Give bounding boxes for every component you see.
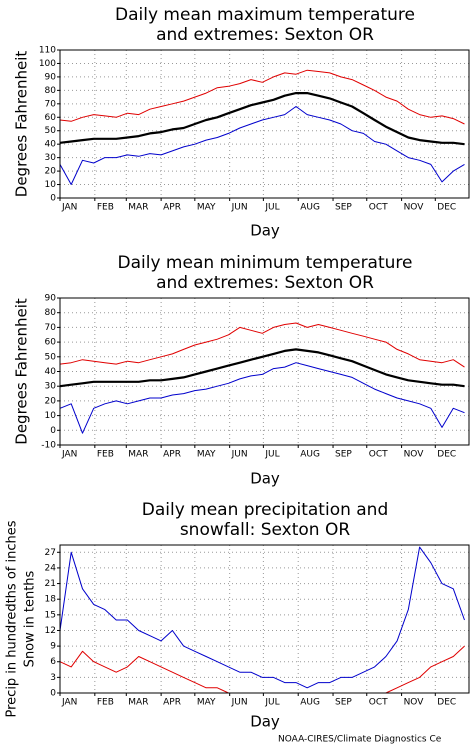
y-tick-label: 0 <box>50 426 56 436</box>
y-tick-label: 30 <box>45 382 57 392</box>
x-tick-label: MAY <box>197 203 216 213</box>
x-tick-label: JUN <box>231 203 248 213</box>
y-tick-label: 18 <box>45 595 57 605</box>
chart-title: and extremes: Sexton OR <box>156 273 374 293</box>
x-tick-label: SEP <box>335 450 352 460</box>
chart-title: and extremes: Sexton OR <box>156 25 374 45</box>
x-tick-label: MAY <box>197 450 216 460</box>
data-line <box>59 546 465 689</box>
y-tick-label: 3 <box>50 673 56 683</box>
x-tick-label: APR <box>163 450 181 460</box>
x-tick-label: NOV <box>404 450 425 460</box>
y-tick-label: 10 <box>45 411 57 421</box>
y-tick-label: 80 <box>45 86 57 96</box>
x-tick-label: MAR <box>128 450 148 460</box>
x-tick-label: MAR <box>128 203 148 213</box>
x-tick-label: MAY <box>197 698 216 708</box>
x-axis-label: Day <box>250 713 280 731</box>
chart-title: Daily mean minimum temperature <box>118 253 413 273</box>
y-tick-label: -10 <box>41 441 56 451</box>
x-tick-label: JAN <box>61 698 77 708</box>
x-tick-label: AUG <box>300 698 320 708</box>
x-tick-label: FEB <box>97 698 114 708</box>
plot-frame <box>59 544 470 694</box>
x-tick-label: AUG <box>300 203 320 213</box>
y-tick-label: 20 <box>45 396 57 406</box>
y-tick-label: 70 <box>45 323 57 333</box>
x-tick-label: AUG <box>300 450 320 460</box>
x-tick-label: JUL <box>264 450 279 460</box>
y-tick-label: 0 <box>50 689 56 699</box>
x-tick-label: OCT <box>369 698 388 708</box>
y-tick-label: 100 <box>39 59 56 69</box>
y-tick-label: 27 <box>45 548 56 558</box>
y-tick-label: 9 <box>50 642 56 652</box>
y-axis-label: Degrees Fahrenheit <box>13 51 31 198</box>
x-tick-label: JUL <box>264 698 279 708</box>
y-tick-label: 24 <box>45 563 57 573</box>
y-axis-label: Snow in tenths <box>23 570 38 667</box>
footer: NOAA-CIRES/Climate Diagnostics Ce <box>278 735 442 745</box>
x-tick-label: JAN <box>61 203 77 213</box>
chart-title: Daily mean maximum temperature <box>115 5 415 25</box>
data-line <box>59 645 465 694</box>
y-tick-label: 10 <box>45 180 57 190</box>
plot-frame <box>59 49 470 199</box>
y-tick-label: 6 <box>50 657 56 667</box>
x-tick-label: SEP <box>335 698 352 708</box>
x-axis-label: Day <box>250 470 280 488</box>
data-line <box>59 362 465 434</box>
y-tick-label: 70 <box>45 99 57 109</box>
y-tick-label: 110 <box>39 46 56 56</box>
y-tick-label: 30 <box>45 153 57 163</box>
x-tick-label: JUN <box>231 450 248 460</box>
data-line <box>59 106 465 185</box>
x-tick-label: APR <box>163 698 181 708</box>
y-tick-label: 40 <box>45 140 57 150</box>
y-tick-label: 50 <box>45 352 57 362</box>
x-tick-label: DEC <box>437 698 456 708</box>
plot-frame <box>59 297 470 446</box>
data-line <box>59 92 465 146</box>
data-line <box>59 69 465 125</box>
y-tick-label: 90 <box>45 72 57 82</box>
y-tick-label: 21 <box>45 579 56 589</box>
y-tick-label: 60 <box>45 113 57 123</box>
x-tick-label: FEB <box>97 450 114 460</box>
x-tick-label: JUN <box>231 698 248 708</box>
x-tick-label: SEP <box>335 203 352 213</box>
x-axis-label: Day <box>250 222 280 240</box>
y-tick-label: 20 <box>45 167 57 177</box>
x-tick-label: DEC <box>437 203 456 213</box>
x-tick-label: JUL <box>264 203 279 213</box>
x-tick-label: MAR <box>128 698 148 708</box>
chart-title: snowfall: Sexton OR <box>180 520 351 540</box>
x-tick-label: DEC <box>437 450 456 460</box>
y-axis-label: Degrees Fahrenheit <box>13 298 31 445</box>
chart-title: Daily mean precipitation and <box>142 500 389 520</box>
y-tick-label: 80 <box>45 308 57 318</box>
x-tick-label: JAN <box>61 450 77 460</box>
x-tick-label: NOV <box>404 203 425 213</box>
y-axis-label: Precip in hundredths of inches <box>5 520 20 717</box>
y-tick-label: 12 <box>45 626 56 636</box>
y-tick-label: 15 <box>45 610 56 620</box>
x-tick-label: FEB <box>97 203 114 213</box>
x-tick-label: APR <box>163 203 181 213</box>
y-tick-label: 40 <box>45 367 57 377</box>
x-tick-label: NOV <box>404 698 425 708</box>
y-tick-label: 60 <box>45 338 57 348</box>
y-tick-label: 50 <box>45 126 57 136</box>
y-tick-label: 0 <box>50 194 56 204</box>
x-tick-label: OCT <box>369 450 388 460</box>
y-tick-label: 90 <box>45 294 57 304</box>
x-tick-label: OCT <box>369 203 388 213</box>
data-line <box>59 348 465 388</box>
data-line <box>59 322 465 368</box>
